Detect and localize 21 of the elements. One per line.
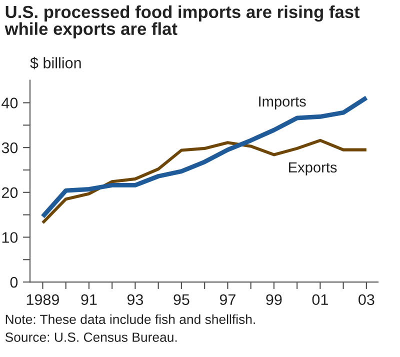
x-tick-label: 03 bbox=[358, 294, 374, 306]
x-tick-label: 99 bbox=[266, 294, 282, 306]
source-note: Source: U.S. Census Bureau. bbox=[5, 332, 177, 342]
x-tick-label: 95 bbox=[174, 294, 190, 306]
y-axis-title: $ billion bbox=[30, 56, 81, 70]
y-tick-label: 20 bbox=[2, 187, 18, 198]
series-label: Exports bbox=[289, 162, 337, 176]
x-tick-label: 91 bbox=[81, 294, 97, 306]
series-label: Imports bbox=[259, 96, 306, 110]
x-tick-label: 93 bbox=[127, 294, 144, 306]
y-tick-label: 30 bbox=[2, 142, 18, 154]
x-tick-label: 1989 bbox=[26, 294, 59, 306]
chart-title: U.S. processed food imports are rising fast while exports are flat bbox=[4, 5, 360, 38]
y-tick-label: 40 bbox=[2, 98, 18, 108]
y-tick-label: 0 bbox=[10, 276, 18, 288]
line-series bbox=[40, 96, 369, 219]
x-tick-label: 01 bbox=[312, 294, 328, 306]
text: Note: These data include fish and shellfish. bbox=[6, 314, 255, 324]
line-series bbox=[41, 138, 368, 224]
y-tick-label: 10 bbox=[2, 232, 18, 243]
x-tick-label: 97 bbox=[220, 294, 236, 306]
